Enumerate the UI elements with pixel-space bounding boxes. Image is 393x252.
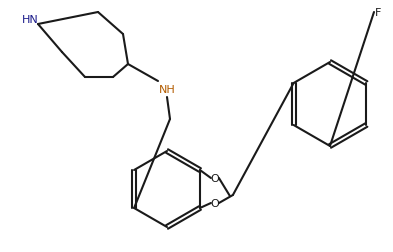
Text: NH: NH bbox=[159, 85, 175, 94]
Text: O: O bbox=[211, 198, 219, 208]
Text: F: F bbox=[375, 8, 381, 18]
Text: HN: HN bbox=[22, 15, 39, 25]
Text: O: O bbox=[211, 173, 219, 183]
